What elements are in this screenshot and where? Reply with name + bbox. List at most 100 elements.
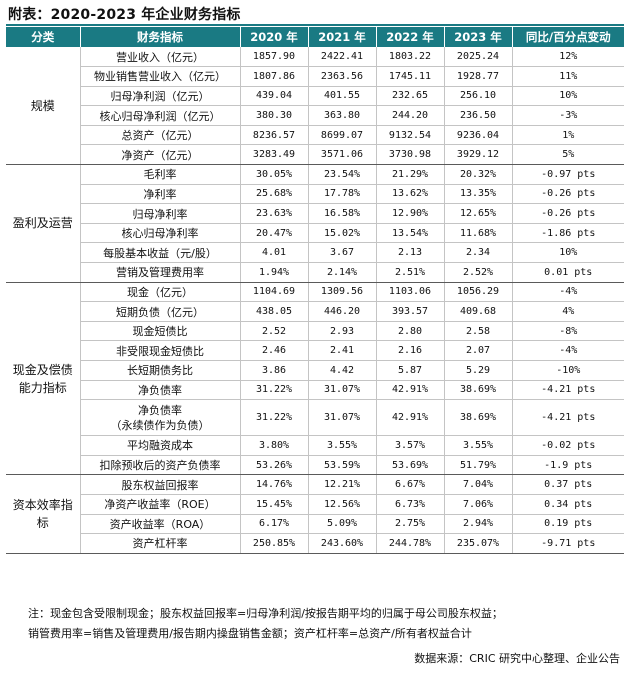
change-cell: 10% xyxy=(512,86,624,107)
table-row: 资产收益率（ROA） 6.17% 5.09% 2.75% 2.94% 0.19 pts xyxy=(6,514,624,535)
value-cell-2022: 1745.11 xyxy=(376,66,445,87)
value-cell-2022: 1103.06 xyxy=(376,282,445,303)
metric-label: 营业收入（亿元） xyxy=(116,50,204,64)
value-cell-2022: 42.91% xyxy=(376,399,445,437)
value-cell-2023: 20.32% xyxy=(444,164,513,185)
metric-label: 营销及管理费用率 xyxy=(116,266,204,280)
value-cell-2022: 9132.54 xyxy=(376,125,445,146)
value-cell-2020: 8236.57 xyxy=(240,125,309,146)
data-source: 数据来源：CRIC 研究中心整理、企业公告 xyxy=(414,652,620,665)
metric-label: 净利率 xyxy=(143,187,177,201)
change-cell: 0.34 pts xyxy=(512,494,624,515)
table-row: 资本效率指标 股东权益回报率 14.76% 12.21% 6.67% 7.04% 0.37 … xyxy=(6,474,624,554)
change-cell: -3% xyxy=(512,105,624,126)
header-category: 分类 xyxy=(6,27,81,47)
metric-cell: 净资产收益率（ROE） xyxy=(80,494,241,515)
metric-label: 平均融资成本 xyxy=(127,439,193,453)
metric-cell: 现金（亿元） xyxy=(80,282,241,303)
metric-label: 归母净利率 xyxy=(132,207,188,221)
change-cell: -9.71 pts xyxy=(512,533,624,554)
value-cell-2022: 2.13 xyxy=(376,242,445,264)
metric-cell: 净负债率 xyxy=(80,380,241,401)
value-cell-2023: 2.34 xyxy=(444,242,513,264)
value-cell-2020: 1807.86 xyxy=(240,66,309,87)
category-cell: 资本效率指标 xyxy=(6,474,81,554)
value-cell-2022: 244.78% xyxy=(376,533,445,554)
change-cell: 12% xyxy=(512,47,624,68)
value-cell-2020: 2.52 xyxy=(240,321,309,342)
table-row: 营销及管理费用率 1.94% 2.14% 2.51% 2.52% 0.01 pts xyxy=(6,262,624,283)
table-row: 核心归母净利润（亿元） 380.30 363.80 244.20 236.50 -3% xyxy=(6,105,624,126)
change-cell: -1.86 pts xyxy=(512,223,624,244)
value-cell-2023: 2025.24 xyxy=(444,47,513,68)
table-row: 净利率 25.68% 17.78% 13.62% 13.35% -0.26 pts xyxy=(6,184,624,205)
metric-cell: 营业收入（亿元） xyxy=(80,47,241,68)
value-cell-2021: 3.67 xyxy=(308,242,377,264)
change-cell: -10% xyxy=(512,360,624,381)
metric-cell: 短期负债（亿元） xyxy=(80,301,241,322)
value-cell-2023: 38.69% xyxy=(444,380,513,401)
table-header-row: 分类 财务指标 2020 年 2021 年 2022 年 2023 年 同比/百… xyxy=(6,27,624,47)
header-2021: 2021 年 xyxy=(308,27,377,47)
value-cell-2022: 3730.98 xyxy=(376,144,445,166)
change-cell: 11% xyxy=(512,66,624,87)
change-cell: 0.19 pts xyxy=(512,514,624,535)
title-divider xyxy=(6,24,624,26)
change-cell: -4% xyxy=(512,340,624,361)
metric-cell: 扣除预收后的资产负债率 xyxy=(80,455,241,476)
page-title: 附表：2020-2023 年企业财务指标 xyxy=(8,7,241,23)
value-cell-2020: 3283.49 xyxy=(240,144,309,166)
metric-cell: 资产杠杆率 xyxy=(80,533,241,554)
value-cell-2020: 23.63% xyxy=(240,203,309,224)
value-cell-2023: 1056.29 xyxy=(444,282,513,303)
value-cell-2022: 13.54% xyxy=(376,223,445,244)
change-cell: -4.21 pts xyxy=(512,380,624,401)
financial-table: 分类 财务指标 2020 年 2021 年 2022 年 2023 年 同比/百… xyxy=(6,27,624,554)
metric-cell: 净资产（亿元） xyxy=(80,144,241,166)
value-cell-2020: 30.05% xyxy=(240,164,309,185)
metric-label: 核心归母净利润（亿元） xyxy=(99,109,221,123)
value-cell-2023: 11.68% xyxy=(444,223,513,244)
change-cell: 4% xyxy=(512,301,624,322)
change-cell: 5% xyxy=(512,144,624,166)
table-row: 现金短债比 2.52 2.93 2.80 2.58 -8% xyxy=(6,321,624,342)
table-row: 核心归母净利率 20.47% 15.02% 13.54% 11.68% -1.86 pts xyxy=(6,223,624,244)
value-cell-2020: 6.17% xyxy=(240,514,309,535)
value-cell-2020: 438.05 xyxy=(240,301,309,322)
change-cell: 0.01 pts xyxy=(512,262,624,283)
change-cell: -1.9 pts xyxy=(512,455,624,476)
metric-label: 净负债率 xyxy=(138,383,182,397)
change-cell: -0.02 pts xyxy=(512,435,624,456)
value-cell-2023: 2.07 xyxy=(444,340,513,361)
value-cell-2021: 16.58% xyxy=(308,203,377,224)
value-cell-2021: 243.60% xyxy=(308,533,377,554)
value-cell-2021: 363.80 xyxy=(308,105,377,126)
value-cell-2023: 2.52% xyxy=(444,262,513,283)
metric-label: 短期负债（亿元） xyxy=(116,305,204,319)
value-cell-2021: 4.42 xyxy=(308,360,377,381)
change-cell: -0.26 pts xyxy=(512,184,624,205)
metric-label: 资产收益率（ROA） xyxy=(109,517,211,531)
value-cell-2022: 5.87 xyxy=(376,360,445,381)
footnotes: 注：现金包含受限制现金；股东权益回报率=归母净利润/按报告期平均的归属于母公司股… xyxy=(28,604,503,644)
value-cell-2021: 3571.06 xyxy=(308,144,377,166)
value-cell-2022: 42.91% xyxy=(376,380,445,401)
value-cell-2022: 2.16 xyxy=(376,340,445,361)
value-cell-2020: 1.94% xyxy=(240,262,309,283)
category-cell: 规模 xyxy=(6,47,81,166)
value-cell-2020: 3.86 xyxy=(240,360,309,381)
table-row: 净资产收益率（ROE） 15.45% 12.56% 6.73% 7.06% 0.34 pt… xyxy=(6,494,624,515)
value-cell-2020: 15.45% xyxy=(240,494,309,515)
metric-cell: 资产收益率（ROA） xyxy=(80,514,241,535)
value-cell-2021: 3.55% xyxy=(308,435,377,456)
metric-cell: 股东权益回报率 xyxy=(80,474,241,495)
value-cell-2021: 15.02% xyxy=(308,223,377,244)
value-cell-2021: 5.09% xyxy=(308,514,377,535)
value-cell-2022: 232.65 xyxy=(376,86,445,107)
change-cell: -0.26 pts xyxy=(512,203,624,224)
metric-cell: 归母净利率 xyxy=(80,203,241,224)
metric-label: 物业销售营业收入（亿元） xyxy=(94,70,226,84)
metric-label: 净资产收益率（ROE） xyxy=(104,498,216,512)
value-cell-2023: 2.94% xyxy=(444,514,513,535)
value-cell-2020: 1104.69 xyxy=(240,282,309,303)
